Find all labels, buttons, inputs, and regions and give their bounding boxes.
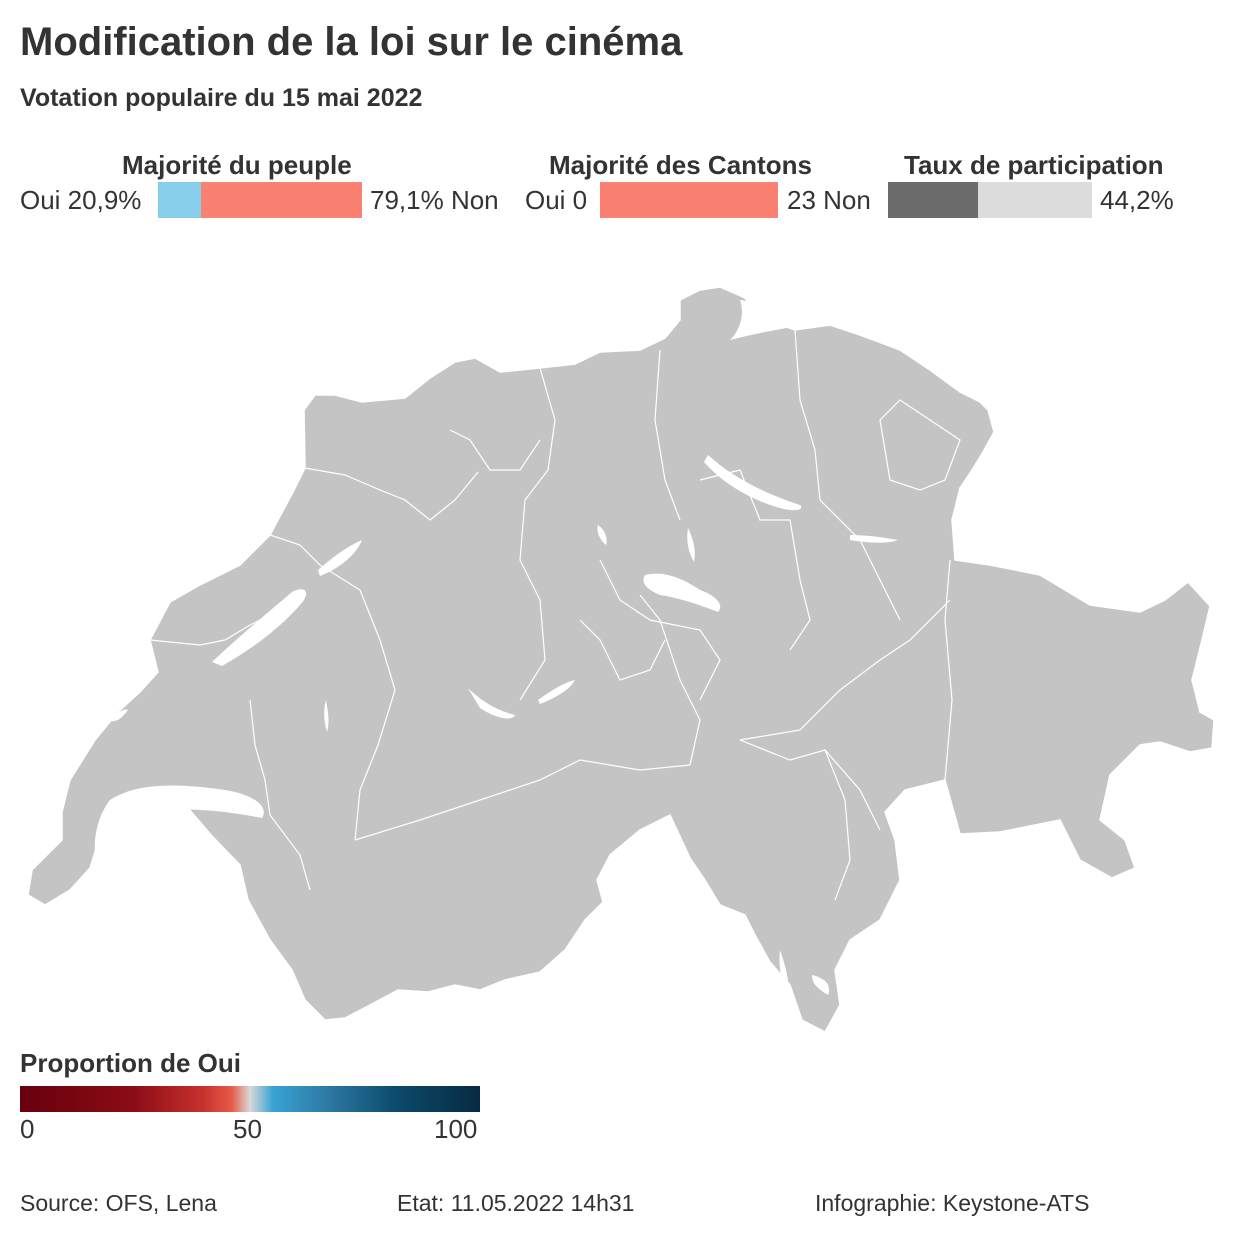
- popular-no-label: 79,1% Non: [370, 185, 499, 215]
- canton-majority-indicator: Majorité des Cantons Oui 0 23 Non: [525, 150, 885, 222]
- lake-joux: [110, 709, 128, 722]
- footer-status: Etat: 11.05.2022 14h31: [397, 1190, 635, 1216]
- lake-lugano: [812, 975, 830, 995]
- lake-zurich: [704, 455, 802, 511]
- switzerland-map: [0, 270, 1240, 1045]
- canton-no-label: 23 Non: [787, 185, 871, 215]
- turnout-indicator: Taux de participation 44,2%: [888, 150, 1188, 222]
- lake-sempach: [597, 525, 607, 545]
- legend-color-scale: [20, 1086, 480, 1112]
- popular-majority-indicator: Majorité du peuple Oui 20,9% 79,1% Non: [20, 150, 510, 222]
- lake-lucerne: [643, 573, 721, 612]
- popular-yes-segment: [158, 182, 201, 218]
- turnout-remaining-segment: [978, 182, 1092, 218]
- page-title: Modification de la loi sur le cinéma: [20, 20, 683, 64]
- lake-biel: [318, 540, 362, 576]
- lake-neuchatel: [212, 589, 307, 666]
- lakes: [94, 300, 898, 995]
- canton-majority-title: Majorité des Cantons: [549, 150, 812, 180]
- canton-no-segment: [600, 182, 778, 218]
- canton-borders: [149, 329, 961, 901]
- turnout-filled-segment: [888, 182, 979, 218]
- lake-maggiore: [779, 950, 789, 995]
- footer-source: Source: OFS, Lena: [20, 1190, 217, 1216]
- legend-title: Proportion de Oui: [20, 1048, 241, 1078]
- lake-gruyere: [324, 700, 329, 732]
- turnout-bar: [888, 182, 1092, 218]
- lake-constance: [730, 300, 800, 340]
- switzerland-map-svg: [27, 286, 1215, 1034]
- footer-credit: Infographie: Keystone-ATS: [815, 1190, 1090, 1216]
- page-subtitle: Votation populaire du 15 mai 2022: [20, 84, 423, 112]
- lake-zug: [687, 528, 695, 562]
- legend-tick-max: 100: [434, 1114, 478, 1144]
- canton-yes-label: Oui 0: [525, 185, 588, 215]
- lake-geneva: [94, 785, 264, 860]
- popular-majority-bar: [158, 182, 362, 218]
- canton-majority-bar: [600, 182, 778, 218]
- legend-tick-min: 0: [20, 1114, 35, 1144]
- lake-brienz: [538, 680, 575, 704]
- lake-walen: [850, 535, 898, 543]
- turnout-title: Taux de participation: [904, 150, 1164, 180]
- popular-yes-label: Oui 20,9%: [20, 185, 142, 215]
- popular-majority-title: Majorité du peuple: [122, 150, 352, 180]
- popular-no-segment: [200, 182, 362, 218]
- switzerland-outline: [27, 286, 1215, 1034]
- lake-thun: [468, 688, 515, 719]
- turnout-value-label: 44,2%: [1100, 185, 1174, 215]
- legend-tick-mid: 50: [233, 1114, 262, 1144]
